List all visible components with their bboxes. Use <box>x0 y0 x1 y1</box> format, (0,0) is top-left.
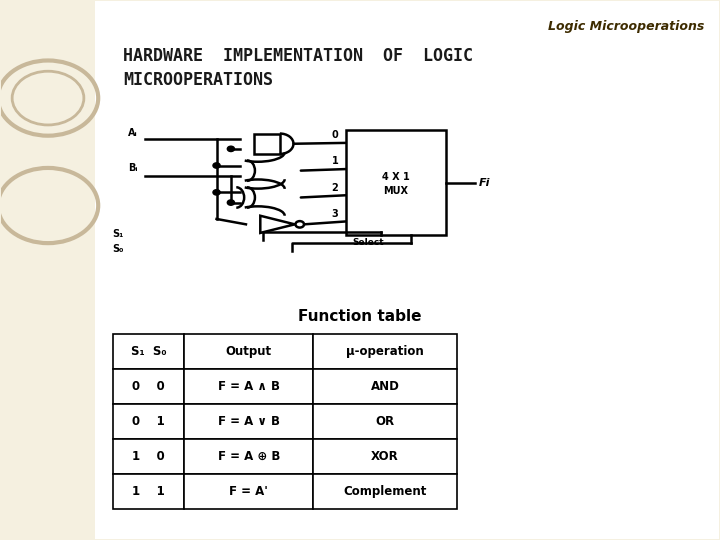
Text: Select: Select <box>353 238 384 247</box>
FancyBboxPatch shape <box>112 439 184 474</box>
Text: F = A ⊕ B: F = A ⊕ B <box>217 450 280 463</box>
Text: F = A': F = A' <box>230 485 269 498</box>
FancyBboxPatch shape <box>94 2 719 538</box>
Circle shape <box>228 146 235 152</box>
FancyBboxPatch shape <box>254 133 280 154</box>
Text: Function table: Function table <box>298 309 422 323</box>
Text: 0: 0 <box>332 130 338 140</box>
Text: 2: 2 <box>332 183 338 193</box>
Text: 3: 3 <box>332 209 338 219</box>
FancyBboxPatch shape <box>313 474 456 509</box>
Circle shape <box>228 200 235 205</box>
FancyBboxPatch shape <box>184 474 313 509</box>
Polygon shape <box>261 216 294 233</box>
FancyBboxPatch shape <box>1 2 94 538</box>
Text: F = A ∧ B: F = A ∧ B <box>218 380 280 393</box>
Text: Aᵢ: Aᵢ <box>128 129 138 138</box>
Text: 1    1: 1 1 <box>132 485 165 498</box>
Text: Bᵢ: Bᵢ <box>128 163 138 173</box>
Text: Output: Output <box>226 346 272 359</box>
FancyBboxPatch shape <box>346 130 446 235</box>
FancyBboxPatch shape <box>313 404 456 439</box>
FancyBboxPatch shape <box>184 334 313 369</box>
Text: HARDWARE  IMPLEMENTATION  OF  LOGIC
MICROOPERATIONS: HARDWARE IMPLEMENTATION OF LOGIC MICROOP… <box>123 47 473 89</box>
Text: Fi: Fi <box>478 178 490 188</box>
FancyBboxPatch shape <box>112 404 184 439</box>
FancyBboxPatch shape <box>112 474 184 509</box>
FancyBboxPatch shape <box>313 439 456 474</box>
FancyBboxPatch shape <box>112 369 184 404</box>
FancyBboxPatch shape <box>313 369 456 404</box>
Text: μ-operation: μ-operation <box>346 346 424 359</box>
Text: OR: OR <box>376 415 395 428</box>
Text: MUX: MUX <box>383 186 408 196</box>
FancyBboxPatch shape <box>184 404 313 439</box>
Text: 4 X 1: 4 X 1 <box>382 172 410 183</box>
FancyBboxPatch shape <box>184 369 313 404</box>
Text: S₁: S₁ <box>112 229 124 239</box>
Text: Logic Microoperations: Logic Microoperations <box>548 20 704 33</box>
Text: F = A ∨ B: F = A ∨ B <box>218 415 280 428</box>
FancyBboxPatch shape <box>184 439 313 474</box>
Text: XOR: XOR <box>372 450 399 463</box>
Text: S₀: S₀ <box>112 244 124 254</box>
Text: 0    1: 0 1 <box>132 415 165 428</box>
Text: Complement: Complement <box>343 485 427 498</box>
Text: AND: AND <box>371 380 400 393</box>
Circle shape <box>213 190 220 195</box>
FancyBboxPatch shape <box>112 334 184 369</box>
Circle shape <box>213 163 220 168</box>
Text: S₁  S₀: S₁ S₀ <box>130 346 166 359</box>
Text: 1: 1 <box>332 157 338 166</box>
Text: 1    0: 1 0 <box>132 450 165 463</box>
Text: 0    0: 0 0 <box>132 380 165 393</box>
FancyBboxPatch shape <box>313 334 456 369</box>
